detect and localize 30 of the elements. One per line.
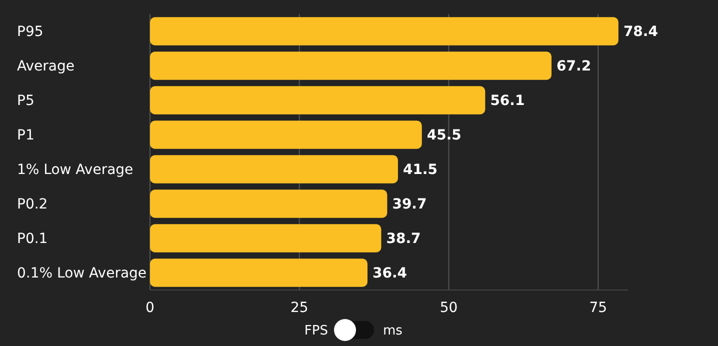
- data-label: 45.5: [426, 128, 462, 144]
- bar: [150, 258, 368, 287]
- bar: [150, 120, 422, 149]
- y-tick-label: P0.1: [17, 231, 48, 248]
- x-tick-label: 75: [589, 300, 608, 316]
- data-label: 38.7: [386, 231, 421, 248]
- bar: [150, 52, 552, 80]
- bar: [150, 190, 388, 218]
- data-label: 56.1: [490, 93, 525, 110]
- y-tick-label: P95: [17, 24, 44, 40]
- x-tick-label: 50: [440, 300, 458, 316]
- bar: [150, 86, 486, 114]
- y-tick-label: P5: [17, 93, 34, 110]
- x-tick-label: 25: [290, 300, 308, 316]
- bar: [150, 224, 382, 252]
- data-label: 67.2: [556, 58, 592, 75]
- bar: [150, 17, 618, 46]
- data-label: 39.7: [392, 196, 427, 213]
- y-tick-label: P1: [17, 128, 34, 144]
- text: ms: [383, 324, 403, 339]
- data-label: 36.4: [372, 266, 408, 282]
- y-tick-label: P0.2: [17, 196, 48, 213]
- x-tick-label: 0: [146, 300, 154, 316]
- y-tick-label: 1% Low Average: [17, 162, 134, 178]
- y-tick-label: Average: [17, 58, 74, 75]
- data-label: 41.5: [402, 162, 438, 178]
- y-tick-label: 0.1% Low Average: [17, 266, 147, 282]
- data-label: 78.4: [623, 24, 658, 40]
- text: FPS: [304, 324, 328, 339]
- bar: [150, 155, 398, 184]
